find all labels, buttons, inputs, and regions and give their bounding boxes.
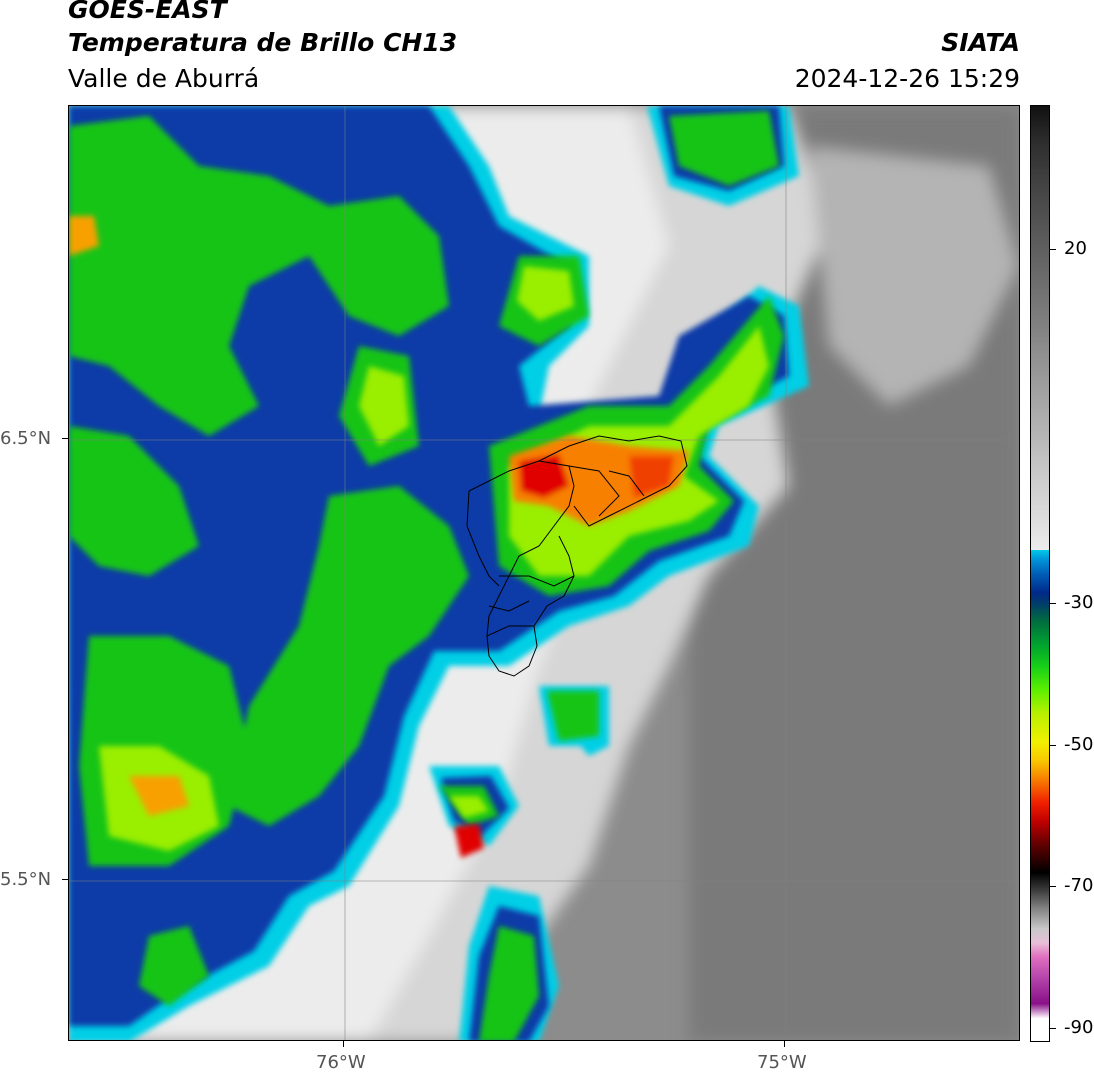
colorbar-tick-minus50 bbox=[1050, 745, 1056, 746]
colorbar-label-20: 20 bbox=[1064, 238, 1087, 259]
colorbar-tick-minus70 bbox=[1050, 886, 1056, 887]
lon-label-76: 76°W bbox=[316, 1052, 366, 1073]
temperature-colorbar bbox=[1030, 105, 1050, 1042]
satellite-map[interactable] bbox=[68, 105, 1020, 1041]
product-title: Temperatura de Brillo CH13 bbox=[68, 28, 458, 57]
satellite-title: GOES-EAST bbox=[68, 0, 227, 24]
lon-label-75: 75°W bbox=[757, 1052, 807, 1073]
lon-tick-76 bbox=[343, 1041, 344, 1047]
colorbar-label-minus50: -50 bbox=[1064, 734, 1094, 755]
colorbar-tick-20 bbox=[1050, 249, 1056, 250]
lat-label-5-5: 5.5°N bbox=[0, 869, 52, 890]
organization-label: SIATA bbox=[941, 28, 1020, 57]
colorbar-label-minus30: -30 bbox=[1064, 592, 1094, 613]
grid-lines bbox=[69, 106, 1019, 1040]
timestamp-label: 2024-12-26 15:29 bbox=[794, 64, 1020, 93]
colorbar-tick-minus90 bbox=[1050, 1028, 1056, 1029]
cloud-red-layer bbox=[69, 216, 689, 858]
lon-tick-75 bbox=[784, 1041, 785, 1047]
colorbar-label-minus90: -90 bbox=[1064, 1017, 1094, 1038]
lat-label-6-5: 6.5°N bbox=[0, 428, 52, 449]
colorbar-tick-minus30 bbox=[1050, 603, 1056, 604]
region-subtitle: Valle de Aburrá bbox=[68, 64, 260, 93]
municipal-boundaries bbox=[466, 435, 688, 677]
colorbar-label-minus70: -70 bbox=[1064, 875, 1094, 896]
map-canvas bbox=[69, 106, 1019, 1040]
lat-tick-5-5 bbox=[62, 879, 68, 880]
lat-tick-6-5 bbox=[62, 438, 68, 439]
